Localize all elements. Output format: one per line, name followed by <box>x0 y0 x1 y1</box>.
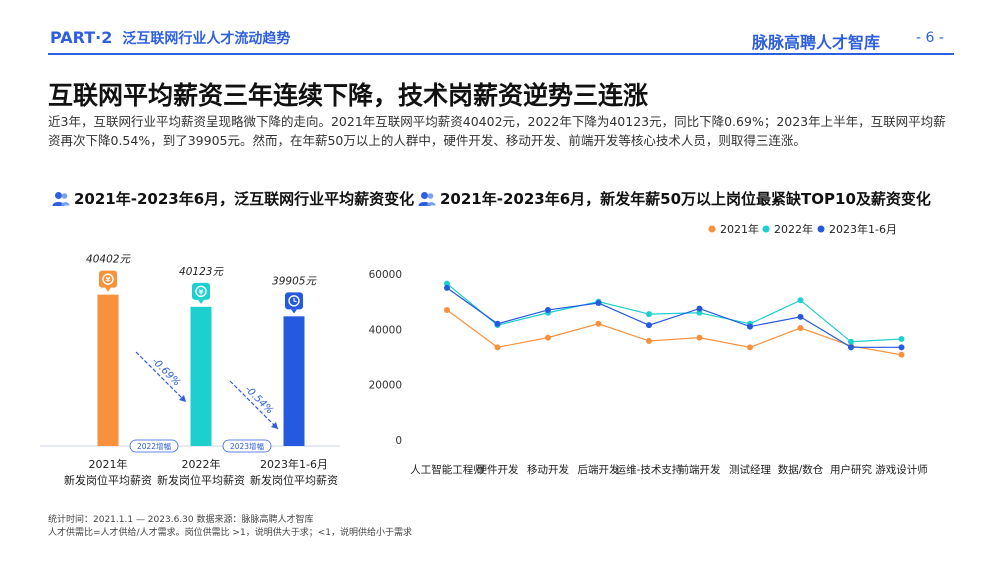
left-section-title: 2021年-2023年6月，泛互联网行业平均薪资变化 <box>52 188 414 209</box>
x-tick-label: 运维-技术支持 <box>616 463 683 476</box>
x-tick-label: 人工智能工程师 <box>410 463 484 476</box>
x-tick-label: 数据/数仓 <box>778 463 824 476</box>
icon-badge-pointer <box>291 309 297 314</box>
value-label: 40123元 <box>179 266 224 278</box>
series-point <box>444 280 450 287</box>
category-label-year: 2022年 <box>182 457 221 471</box>
x-tick-label: 用户研究 <box>830 463 872 476</box>
money-icon <box>195 285 207 298</box>
series-point <box>696 334 703 341</box>
page-number: - 6 - <box>916 30 944 46</box>
series-line <box>446 283 902 343</box>
icon-badge <box>99 270 117 288</box>
x-tick-label: 硬件开发 <box>477 463 519 476</box>
series-point <box>545 306 551 313</box>
legend-label: 2021年 <box>720 222 759 236</box>
change-label: -0.54% <box>242 384 275 417</box>
change-arrow-head <box>179 395 186 402</box>
y-tick-label: 0 <box>395 435 402 447</box>
legend-label: 2023年1-6月 <box>829 222 897 236</box>
right-section-title: 2021年-2023年6月，新发年薪50万以上岗位最紧缺TOP10及薪资变化 <box>418 188 931 209</box>
change-arrow-head <box>271 422 278 429</box>
series-line <box>446 309 902 356</box>
series-point <box>848 344 854 351</box>
series-point <box>797 297 804 304</box>
section-label: 泛互联网行业人才流动趋势 <box>122 31 291 47</box>
change-label: -0.69% <box>149 356 182 389</box>
x-tick-label: 测试经理 <box>729 463 771 476</box>
salary-bar <box>97 294 119 446</box>
money-symbol: ¥ <box>199 288 204 296</box>
change-badge-label: 2023增幅 <box>230 441 265 451</box>
series-point <box>747 323 753 330</box>
category-label-year: 2023年1-6月 <box>260 457 328 471</box>
series-point <box>696 309 703 316</box>
users-icon <box>52 192 70 206</box>
icon-badge-pointer <box>105 287 111 292</box>
page-title: 互联网平均薪资三年连续下降，技术岗薪资逆势三连涨 <box>48 81 649 110</box>
series-line <box>446 287 902 348</box>
left-section-title-text: 2021年-2023年6月，泛互联网行业平均薪资变化 <box>74 190 415 208</box>
users-icon <box>418 192 436 206</box>
money-icon <box>102 273 114 285</box>
clock-icon <box>288 295 300 307</box>
series-point <box>747 344 753 351</box>
series-point <box>898 336 905 343</box>
right-section-title-text: 2021年-2023年6月，新发年薪50万以上岗位最紧缺TOP10及薪资变化 <box>440 190 931 208</box>
icon-badge <box>192 282 210 300</box>
series-point <box>494 320 501 327</box>
money-symbol: ¥ <box>106 276 111 284</box>
legend-marker <box>762 225 770 233</box>
change-badge <box>129 439 179 453</box>
category-label-desc: 新发岗位平均薪资 <box>157 473 245 487</box>
legend-marker <box>708 225 716 233</box>
series-point <box>595 320 602 327</box>
change-arrow <box>229 380 279 430</box>
series-point <box>595 300 602 307</box>
change-badge <box>222 439 272 453</box>
series-point <box>646 311 652 318</box>
intro-paragraph: 近3年，互联网行业平均薪资呈现略微下降的走向。2021年互联网平均薪资40402… <box>48 114 946 148</box>
series-point <box>898 351 905 358</box>
category-label-desc: 新发岗位平均薪资 <box>250 473 338 487</box>
x-tick-label: 移动开发 <box>527 463 569 476</box>
x-tick-label: 前端开发 <box>679 463 721 476</box>
x-tick-label: 后端开发 <box>578 463 620 476</box>
value-label: 40402元 <box>86 254 131 266</box>
series-point <box>545 334 551 341</box>
footer-note: 人才供需比=人才供给/人才需求。岗位供需比 >1，说明供大于求；<1，说明供给小… <box>48 528 412 538</box>
salary-bar <box>283 316 305 446</box>
change-badge-label: 2022增幅 <box>137 441 172 451</box>
series-point <box>646 337 652 344</box>
series-point <box>444 284 450 291</box>
series-point <box>797 324 804 331</box>
y-tick-label: 40000 <box>369 324 402 336</box>
series-point <box>444 306 450 313</box>
y-tick-label: 60000 <box>369 269 402 281</box>
part-label: PART·2 <box>50 28 113 47</box>
brand-label: 脉脉高聘人才智库 <box>752 33 881 52</box>
series-point <box>848 338 854 345</box>
series-point <box>494 344 501 351</box>
series-point <box>797 313 804 320</box>
footer-source: 统计时间：2021.1.1 — 2023.6.30 数据来源：脉脉高聘人才智库 <box>48 515 314 525</box>
icon-badge-pointer <box>198 299 204 304</box>
x-tick-label: 游戏设计师 <box>875 463 928 476</box>
legend-label: 2022年 <box>774 222 813 236</box>
series-point <box>646 322 652 329</box>
category-label-desc: 新发岗位平均薪资 <box>64 473 152 487</box>
salary-bar <box>190 306 212 446</box>
part-header: PART·2 泛互联网行业人才流动趋势 <box>50 28 290 48</box>
series-point <box>696 305 703 312</box>
clock-hands <box>293 297 297 303</box>
legend-marker <box>817 225 825 233</box>
value-label: 39905元 <box>272 275 317 287</box>
category-label-year: 2021年 <box>89 457 128 471</box>
header-divider <box>48 53 954 55</box>
series-point <box>898 344 905 351</box>
y-tick-label: 20000 <box>369 380 402 392</box>
